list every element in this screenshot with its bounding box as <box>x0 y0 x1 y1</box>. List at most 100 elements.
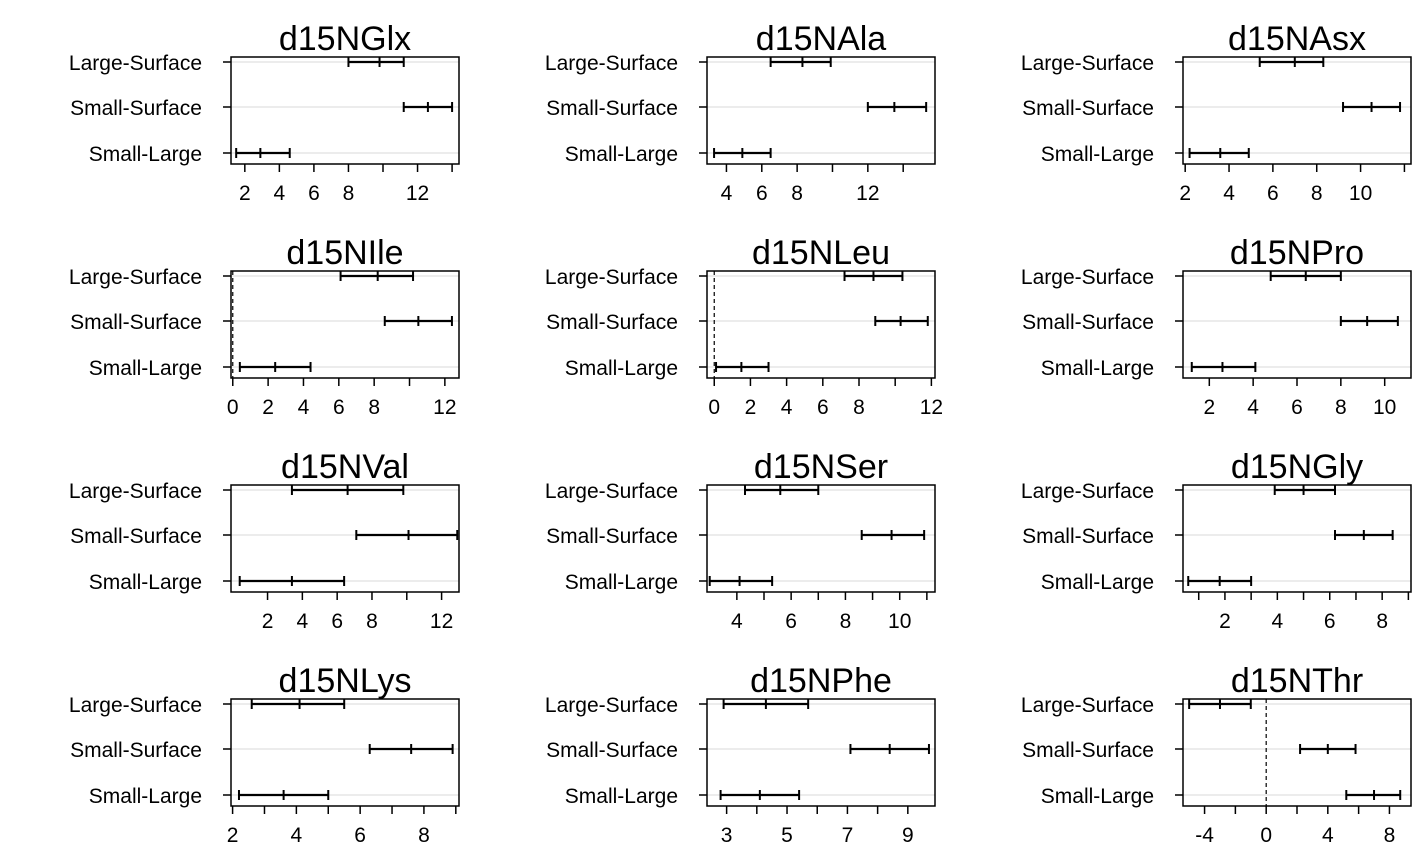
panel-d15NVal: d15NVal Large-Surface Small-Surface Small-L… <box>69 448 460 633</box>
category-label: Small-Surface <box>70 525 202 548</box>
category-label: Small-Surface <box>1022 97 1154 120</box>
category-label: Large-Surface <box>545 52 678 75</box>
panel-d15NPhe: d15NPhe Large-Surface Small-Surface Small-L… <box>545 662 936 847</box>
x-tick-label: 5 <box>781 824 793 847</box>
plot-frame <box>230 698 460 807</box>
category-label: Large-Surface <box>545 694 678 717</box>
panel-title: d15NThr <box>1231 662 1363 700</box>
panel-title: d15NIle <box>286 234 403 272</box>
x-tick-label: 8 <box>418 824 430 847</box>
panel-d15NGly: d15NGly Large-Surface Small-Surface Small-L… <box>1021 448 1412 633</box>
x-tick-label: 2 <box>1179 182 1191 205</box>
x-tick-label: 4 <box>1272 610 1284 633</box>
x-tick-label: 4 <box>1223 182 1235 205</box>
x-tick-label: -4 <box>1195 824 1214 847</box>
x-tick-label: 6 <box>785 610 797 633</box>
plot-frame <box>1182 56 1412 165</box>
category-label: Small-Surface <box>70 739 202 762</box>
x-tick-label: 6 <box>756 182 768 205</box>
x-tick-label: 3 <box>721 824 733 847</box>
x-tick-label: 6 <box>817 396 829 419</box>
x-tick-label: 8 <box>1335 396 1347 419</box>
category-label: Small-Large <box>1041 143 1154 166</box>
panel-title: d15NVal <box>281 448 409 486</box>
category-label: Small-Surface <box>1022 739 1154 762</box>
panel-d15NSer: d15NSer Large-Surface Small-Surface Small-L… <box>545 448 936 633</box>
x-tick-label: 8 <box>343 182 355 205</box>
plot-frame <box>230 270 460 379</box>
x-tick-label: 10 <box>888 610 911 633</box>
x-tick-label: 4 <box>297 610 309 633</box>
panel-title: d15NGlx <box>279 20 411 58</box>
panel-d15NGlx: d15NGlx Large-Surface Small-Surface Small-L… <box>69 20 460 205</box>
x-tick-label: 6 <box>1267 182 1279 205</box>
x-tick-label: 6 <box>333 396 345 419</box>
category-label: Large-Surface <box>1021 52 1154 75</box>
category-label: Small-Surface <box>546 525 678 548</box>
panel-title: d15NSer <box>754 448 888 486</box>
x-tick-label: 6 <box>308 182 320 205</box>
x-tick-label: 0 <box>227 396 239 419</box>
x-tick-label: 2 <box>262 396 274 419</box>
category-label: Small-Surface <box>70 97 202 120</box>
x-tick-label: 9 <box>902 824 914 847</box>
x-tick-label: 0 <box>708 396 720 419</box>
category-label: Large-Surface <box>1021 480 1154 503</box>
panel-d15NLeu: d15NLeu Large-Surface Small-Surface Small-L… <box>545 234 943 419</box>
panel-title: d15NLeu <box>752 234 890 272</box>
category-label: Small-Surface <box>1022 311 1154 334</box>
category-label: Small-Surface <box>70 311 202 334</box>
x-tick-label: 8 <box>366 610 378 633</box>
category-label: Small-Large <box>89 571 202 594</box>
category-label: Small-Large <box>1041 357 1154 380</box>
x-tick-label: 2 <box>1219 610 1231 633</box>
category-label: Small-Large <box>565 785 678 808</box>
panel-d15NAsx: d15NAsx Large-Surface Small-Surface Small-L… <box>1021 20 1412 205</box>
category-label: Small-Large <box>1041 571 1154 594</box>
x-tick-label: 2 <box>239 182 251 205</box>
x-tick-label: 2 <box>262 610 274 633</box>
panel-d15NAla: d15NAla Large-Surface Small-Surface Small-L… <box>545 20 936 205</box>
plot-frame <box>1182 484 1412 593</box>
panel-title: d15NPhe <box>750 662 892 700</box>
x-tick-label: 4 <box>1247 396 1259 419</box>
x-tick-label: 4 <box>731 610 743 633</box>
x-tick-label: 4 <box>274 182 286 205</box>
x-tick-label: 12 <box>406 182 429 205</box>
category-label: Large-Surface <box>545 266 678 289</box>
category-label: Small-Surface <box>1022 525 1154 548</box>
category-label: Large-Surface <box>69 694 202 717</box>
category-label: Large-Surface <box>69 52 202 75</box>
category-label: Small-Surface <box>546 739 678 762</box>
x-tick-label: 0 <box>1260 824 1272 847</box>
x-tick-label: 10 <box>1373 396 1396 419</box>
x-tick-label: 12 <box>920 396 943 419</box>
plot-frame <box>706 56 936 165</box>
x-tick-label: 8 <box>791 182 803 205</box>
plot-frame <box>230 484 460 593</box>
plot-frame <box>706 484 936 593</box>
x-tick-label: 4 <box>1322 824 1334 847</box>
panel-d15NThr: d15NThr Large-Surface Small-Surface Small-L… <box>1021 662 1412 847</box>
x-tick-label: 12 <box>856 182 879 205</box>
panel-title: d15NGly <box>1231 448 1363 486</box>
x-tick-label: 2 <box>745 396 757 419</box>
x-tick-label: 8 <box>1376 610 1388 633</box>
panel-title: d15NAsx <box>1228 20 1366 58</box>
x-tick-label: 12 <box>433 396 456 419</box>
x-tick-label: 4 <box>298 396 310 419</box>
category-label: Small-Large <box>565 571 678 594</box>
x-tick-label: 6 <box>1324 610 1336 633</box>
x-tick-label: 4 <box>721 182 733 205</box>
category-label: Small-Large <box>565 143 678 166</box>
x-tick-label: 2 <box>1203 396 1215 419</box>
x-tick-label: 12 <box>430 610 453 633</box>
x-tick-label: 4 <box>291 824 303 847</box>
category-label: Large-Surface <box>1021 694 1154 717</box>
plot-frame <box>1182 270 1412 379</box>
category-label: Large-Surface <box>69 480 202 503</box>
plot-frame <box>706 270 936 379</box>
x-tick-label: 7 <box>842 824 854 847</box>
panel-title: d15NPro <box>1230 234 1364 272</box>
